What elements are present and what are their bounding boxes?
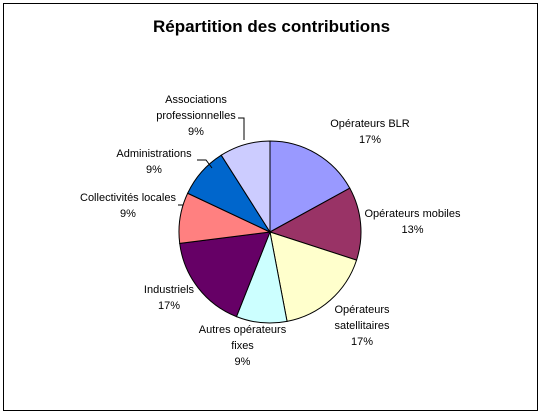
- label-collectivites-locales: Collectivités locales 9%: [80, 192, 176, 220]
- label-autres-operateurs-fixes: Autres opérateurs fixes 9%: [198, 324, 287, 368]
- leader-line-1: [197, 159, 213, 169]
- label-administrations: Administrations 9%: [116, 148, 192, 176]
- chart-title: Répartition des contributions: [152, 17, 391, 36]
- label-operateurs-blr: Opérateurs BLR 17%: [330, 118, 410, 146]
- pie-slice-1: [268, 187, 362, 261]
- label-associations-professionnelles: Associations professionnelles 9%: [156, 94, 236, 138]
- pie-slice-0: [269, 140, 351, 233]
- pie-slice-2: [269, 231, 358, 322]
- label-operateurs-satellitaires: Opérateurs satellitaires 17%: [334, 304, 390, 348]
- pie-slice-4: [179, 231, 271, 318]
- label-industriels: Industriels 17%: [143, 284, 195, 312]
- label-operateurs-mobiles: Opérateurs mobiles 13%: [364, 208, 461, 236]
- leader-line-0: [238, 117, 245, 140]
- pie-slice-7: [220, 140, 271, 234]
